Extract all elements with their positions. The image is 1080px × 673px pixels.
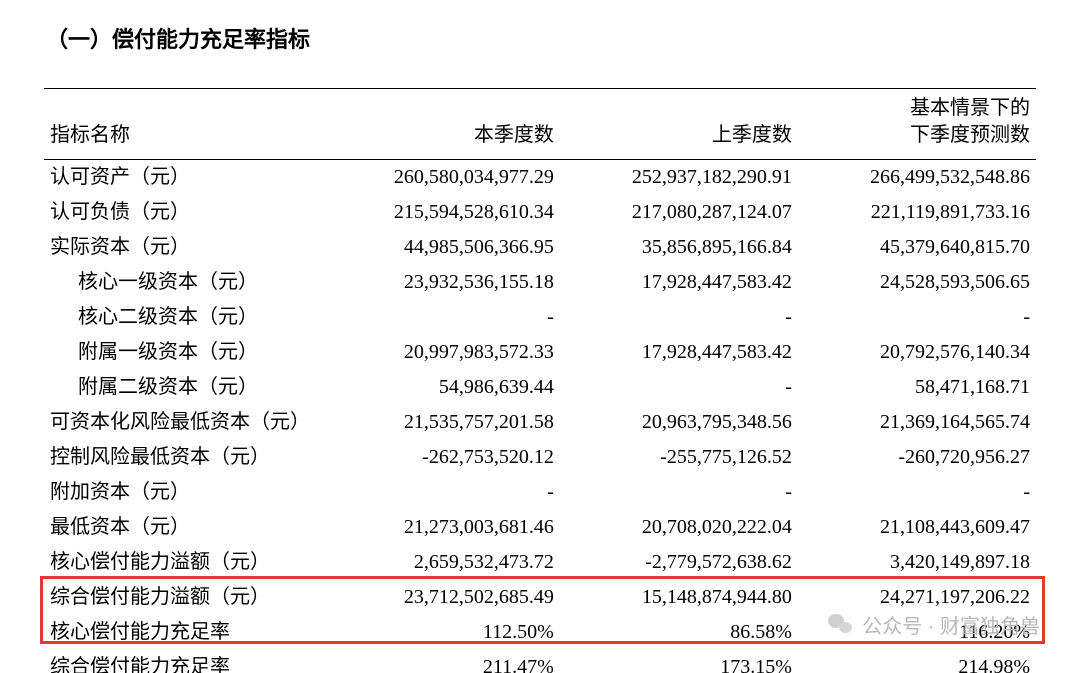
cell-label: 综合偿付能力溢额（元） (44, 580, 322, 615)
cell-next-forecast: 266,499,532,548.86 (798, 160, 1036, 196)
table-row: 核心一级资本（元） 23,932,536,155.1817,928,447,583… (44, 265, 1036, 300)
cell-label: 认可资产（元） (44, 160, 322, 196)
cell-last-quarter: 217,080,287,124.07 (560, 195, 798, 230)
table-row: 综合偿付能力溢额（元）23,712,502,685.4915,148,874,9… (44, 580, 1036, 615)
cell-label: 最低资本（元） (44, 510, 322, 545)
cell-this-quarter: 20,997,983,572.33 (322, 335, 560, 370)
th-next-quarter-forecast: 基本情景下的 下季度预测数 (798, 89, 1036, 160)
cell-this-quarter: 23,712,502,685.49 (322, 580, 560, 615)
cell-this-quarter: - (322, 475, 560, 510)
cell-next-forecast: 221,119,891,733.16 (798, 195, 1036, 230)
cell-this-quarter: 21,273,003,681.46 (322, 510, 560, 545)
cell-label: 控制风险最低资本（元） (44, 440, 322, 475)
th-next-line1: 基本情景下的 (910, 97, 1030, 119)
cell-this-quarter: 23,932,536,155.18 (322, 265, 560, 300)
cell-next-forecast: 3,420,149,897.18 (798, 545, 1036, 580)
cell-label-text: 核心二级资本（元） (50, 306, 258, 328)
cell-last-quarter: -2,779,572,638.62 (560, 545, 798, 580)
cell-label: 可资本化风险最低资本（元） (44, 405, 322, 440)
cell-last-quarter: 17,928,447,583.42 (560, 265, 798, 300)
table-row: 综合偿付能力充足率211.47%173.15%214.98% (44, 650, 1036, 673)
cell-next-forecast: - (798, 300, 1036, 335)
cell-next-forecast: 24,271,197,206.22 (798, 580, 1036, 615)
table-row: 实际资本（元）44,985,506,366.9535,856,895,166.8… (44, 230, 1036, 265)
cell-last-quarter: - (560, 475, 798, 510)
table-row: 核心偿付能力溢额（元）2,659,532,473.72-2,779,572,63… (44, 545, 1036, 580)
cell-next-forecast: 24,528,593,506.65 (798, 265, 1036, 300)
cell-this-quarter: - (322, 300, 560, 335)
cell-label: 核心偿付能力溢额（元） (44, 545, 322, 580)
cell-label-text: 核心一级资本（元） (50, 271, 258, 293)
cell-last-quarter: 20,708,020,222.04 (560, 510, 798, 545)
cell-this-quarter: 260,580,034,977.29 (322, 160, 560, 196)
th-next-line2: 下季度预测数 (910, 124, 1030, 146)
th-this-quarter: 本季度数 (322, 89, 560, 160)
cell-this-quarter: 2,659,532,473.72 (322, 545, 560, 580)
cell-this-quarter: 211.47% (322, 650, 560, 673)
cell-last-quarter: 15,148,874,944.80 (560, 580, 798, 615)
cell-label: 核心一级资本（元） (44, 265, 322, 300)
cell-this-quarter: 112.50% (322, 615, 560, 650)
section-heading: （一）偿付能力充足率指标 (46, 22, 1036, 54)
cell-next-forecast: -260,720,956.27 (798, 440, 1036, 475)
th-last-quarter: 上季度数 (560, 89, 798, 160)
table-head: 指标名称 本季度数 上季度数 基本情景下的 下季度预测数 (44, 89, 1036, 160)
cell-next-forecast: - (798, 475, 1036, 510)
cell-next-forecast: 45,379,640,815.70 (798, 230, 1036, 265)
cell-label: 核心二级资本（元） (44, 300, 322, 335)
table-row: 认可资产（元）260,580,034,977.29252,937,182,290… (44, 160, 1036, 196)
cell-last-quarter: - (560, 300, 798, 335)
cell-last-quarter: 20,963,795,348.56 (560, 405, 798, 440)
cell-this-quarter: 21,535,757,201.58 (322, 405, 560, 440)
table-row: 认可负债（元）215,594,528,610.34217,080,287,124… (44, 195, 1036, 230)
cell-next-forecast: 21,369,164,565.74 (798, 405, 1036, 440)
cell-label: 综合偿付能力充足率 (44, 650, 322, 673)
cell-next-forecast: 214.98% (798, 650, 1036, 673)
cell-label-text: 附属一级资本（元） (50, 341, 258, 363)
cell-this-quarter: -262,753,520.12 (322, 440, 560, 475)
page: （一）偿付能力充足率指标 指标名称 本季度数 上季度数 基本情景下的 下季度预测… (0, 0, 1080, 673)
cell-next-forecast: 116.20% (798, 615, 1036, 650)
cell-label: 核心偿付能力充足率 (44, 615, 322, 650)
cell-next-forecast: 20,792,576,140.34 (798, 335, 1036, 370)
cell-label: 附属二级资本（元） (44, 370, 322, 405)
cell-label-text: 附属二级资本（元） (50, 376, 258, 398)
cell-last-quarter: 35,856,895,166.84 (560, 230, 798, 265)
solvency-table: 指标名称 本季度数 上季度数 基本情景下的 下季度预测数 认可资产（元）260,… (44, 88, 1036, 673)
cell-this-quarter: 44,985,506,366.95 (322, 230, 560, 265)
table-row: 核心偿付能力充足率112.50%86.58%116.20% (44, 615, 1036, 650)
table-row: 可资本化风险最低资本（元）21,535,757,201.5820,963,795… (44, 405, 1036, 440)
table-row: 附属一级资本（元） 20,997,983,572.3317,928,447,583… (44, 335, 1036, 370)
table-body: 认可资产（元）260,580,034,977.29252,937,182,290… (44, 160, 1036, 673)
table-row: 附属二级资本（元） 54,986,639.44-58,471,168.71 (44, 370, 1036, 405)
cell-last-quarter: -255,775,126.52 (560, 440, 798, 475)
cell-last-quarter: 252,937,182,290.91 (560, 160, 798, 196)
cell-label: 实际资本（元） (44, 230, 322, 265)
cell-next-forecast: 21,108,443,609.47 (798, 510, 1036, 545)
table-row: 最低资本（元）21,273,003,681.4620,708,020,222.0… (44, 510, 1036, 545)
cell-last-quarter: 86.58% (560, 615, 798, 650)
cell-label: 认可负债（元） (44, 195, 322, 230)
cell-last-quarter: - (560, 370, 798, 405)
cell-next-forecast: 58,471,168.71 (798, 370, 1036, 405)
cell-label: 附属一级资本（元） (44, 335, 322, 370)
cell-last-quarter: 17,928,447,583.42 (560, 335, 798, 370)
table-row: 附加资本（元）--- (44, 475, 1036, 510)
cell-this-quarter: 215,594,528,610.34 (322, 195, 560, 230)
table-row: 核心二级资本（元）--- (44, 300, 1036, 335)
cell-last-quarter: 173.15% (560, 650, 798, 673)
cell-label: 附加资本（元） (44, 475, 322, 510)
table-row: 控制风险最低资本（元）-262,753,520.12-255,775,126.5… (44, 440, 1036, 475)
th-indicator-name: 指标名称 (44, 89, 322, 160)
cell-this-quarter: 54,986,639.44 (322, 370, 560, 405)
